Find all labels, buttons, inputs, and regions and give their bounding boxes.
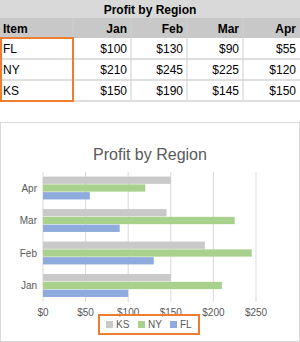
table-header-cell: Mar <box>218 22 240 36</box>
y-tick-label: Apr <box>21 183 37 194</box>
y-tick-label: Jan <box>21 280 37 291</box>
table-cell: $225 <box>212 63 239 77</box>
table-cell: $120 <box>269 63 296 77</box>
y-tick-label: Feb <box>20 248 38 259</box>
chart-title: Profit by Region <box>93 146 207 163</box>
table-header-bg <box>0 18 300 38</box>
highlight-box <box>1 38 73 101</box>
bar <box>43 184 145 191</box>
table-cell: FL <box>3 42 17 56</box>
table-cell: $55 <box>276 42 296 56</box>
x-tick-label: $250 <box>245 307 268 318</box>
bar <box>43 257 154 264</box>
chart: Profit by Region $0 $50 $100 $150 $200 $250 Jan… <box>1 123 300 342</box>
table-header-cell: Item <box>3 22 28 36</box>
bar <box>43 282 222 289</box>
x-tick-label: $100 <box>117 307 140 318</box>
table-rule <box>0 80 300 81</box>
x-tick-label: $200 <box>202 307 225 318</box>
table-cell: $90 <box>219 42 239 56</box>
bar <box>43 274 171 281</box>
bar <box>43 225 120 232</box>
table-cell: $190 <box>156 84 183 98</box>
grid-line <box>256 172 257 302</box>
page: Profit by Region Item Jan Feb Mar Apr FL $100 $1… <box>0 0 300 342</box>
legend-swatch <box>138 321 145 328</box>
table-cell: $245 <box>156 63 183 77</box>
legend-swatch <box>106 321 113 328</box>
x-tick-label: $50 <box>77 307 94 318</box>
legend: KS NY FL <box>99 315 199 334</box>
table-cell: $150 <box>269 84 296 98</box>
table-title-bg <box>0 0 300 18</box>
table: Profit by Region Item Jan Feb Mar Apr FL $100 $1… <box>0 0 300 101</box>
table-cell: $210 <box>100 63 127 77</box>
table-cell: KS <box>3 84 19 98</box>
x-tick-label: $0 <box>37 307 49 318</box>
table-cell: $145 <box>212 84 239 98</box>
highlight-box <box>99 315 199 334</box>
legend-label: FL <box>180 319 192 330</box>
bar <box>43 290 128 297</box>
bar <box>43 249 252 256</box>
bar <box>43 242 205 249</box>
table-col-rule <box>187 18 188 101</box>
table-header-cell: Jan <box>106 22 127 36</box>
x-tick-label: $150 <box>160 307 183 318</box>
legend-label: NY <box>148 319 162 330</box>
legend-swatch <box>170 321 177 328</box>
bars <box>43 177 252 297</box>
table-cell: $130 <box>156 42 183 56</box>
bar <box>43 192 90 199</box>
table-cell: $100 <box>100 42 127 56</box>
table-header-cell: Apr <box>275 22 296 36</box>
bar <box>43 177 171 184</box>
table-col-rule <box>243 18 244 101</box>
table-cell: NY <box>3 63 20 77</box>
chart-frame <box>1 123 300 342</box>
table-rule <box>0 59 300 60</box>
y-tick-label: Mar <box>20 215 38 226</box>
table-title: Profit by Region <box>104 3 197 17</box>
table-cell: $150 <box>100 84 127 98</box>
table-col-rule <box>131 18 132 101</box>
bar <box>43 209 167 216</box>
bar <box>43 217 235 224</box>
legend-label: KS <box>116 319 130 330</box>
table-header-cell: Feb <box>162 22 183 36</box>
